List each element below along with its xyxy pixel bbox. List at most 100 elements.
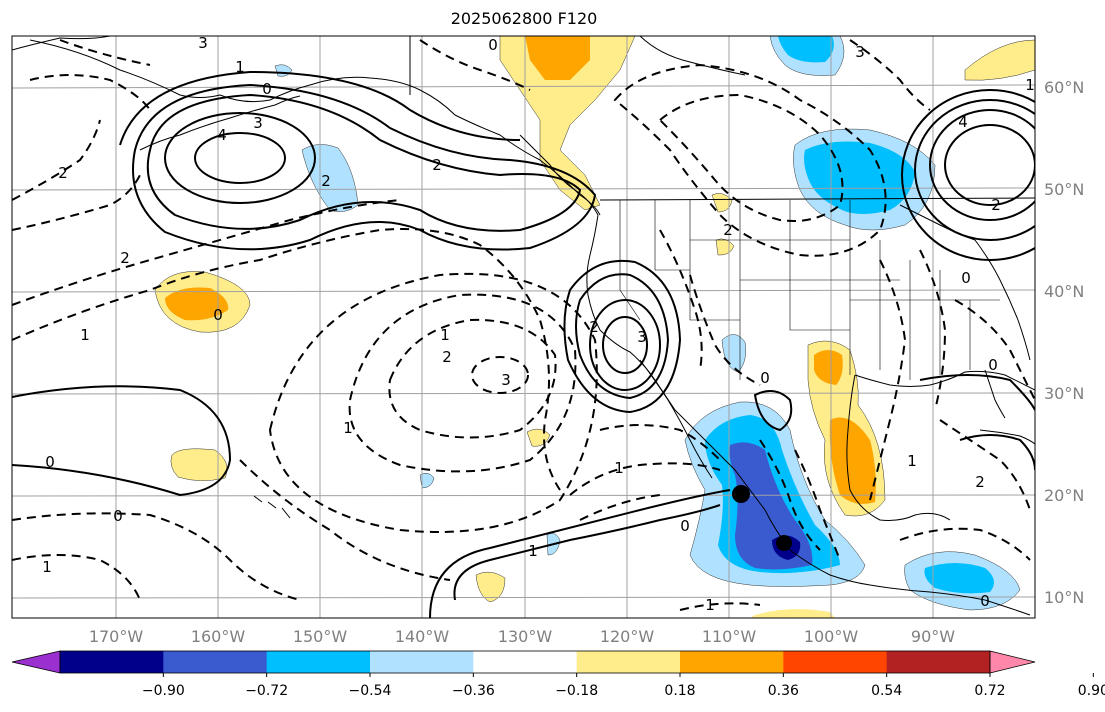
contour-label: 2 bbox=[58, 164, 68, 182]
siberia-coast bbox=[12, 36, 111, 51]
colorbar-segment bbox=[370, 651, 474, 673]
dash-east-trough-2 bbox=[919, 249, 947, 411]
contour-label: 1 bbox=[440, 326, 450, 344]
lat-label-20n: 20°N bbox=[1044, 486, 1084, 505]
lon-label-90w: 90°W bbox=[911, 627, 955, 646]
parallel-30n bbox=[12, 392, 1035, 395]
contour-label: 3 bbox=[501, 371, 511, 389]
shade-small-neg1 bbox=[419, 472, 435, 489]
contour-label: 1 bbox=[528, 542, 538, 560]
dash-low-central-0 bbox=[268, 272, 598, 533]
colorbar-tick-label: −0.72 bbox=[245, 683, 288, 699]
contour-label: 0 bbox=[213, 306, 223, 324]
dash-north-canada bbox=[849, 39, 931, 111]
contour-0-tropic bbox=[12, 385, 232, 497]
contour-label: 2 bbox=[991, 196, 1001, 214]
dash-pacific-1 bbox=[12, 228, 561, 491]
hawaii-3 bbox=[281, 507, 291, 519]
contour-label: 1 bbox=[1025, 76, 1035, 94]
contour-high-east-2 bbox=[914, 99, 1035, 241]
contour-label: 0 bbox=[680, 517, 690, 535]
contour-label: 2 bbox=[723, 221, 733, 239]
colorbar-segment bbox=[576, 651, 681, 673]
map-title: 2025062800 F120 bbox=[450, 9, 598, 28]
dash-pacific-3 bbox=[12, 174, 141, 231]
us-canada-border bbox=[599, 197, 1035, 201]
state-borders bbox=[619, 200, 1000, 380]
dash-canada-low-2 bbox=[658, 93, 844, 222]
dash-south-2 bbox=[12, 554, 141, 601]
longitude-labels: 170°W 160°W 150°W 140°W 130°W 120°W 110°… bbox=[89, 627, 955, 646]
contour-label: 1 bbox=[235, 58, 245, 76]
lat-label-10n: 10°N bbox=[1044, 588, 1084, 607]
dash-north-alaska bbox=[419, 39, 531, 91]
parallel-40n bbox=[12, 289, 1035, 293]
dash-pacific-2 bbox=[12, 199, 401, 306]
hawaii-1 bbox=[253, 495, 263, 503]
contour-0-south bbox=[429, 489, 731, 618]
lat-label-30n: 30°N bbox=[1044, 384, 1084, 403]
colorbar-extend-low bbox=[11, 650, 61, 674]
parallel-50n bbox=[12, 187, 1035, 191]
contour-0-gulf bbox=[919, 374, 1035, 411]
colorbar-tick-label: −0.90 bbox=[142, 683, 185, 699]
dash-mex-3 bbox=[579, 494, 661, 521]
dash-south-bottom bbox=[679, 602, 761, 611]
dash-low-central-3 bbox=[471, 356, 529, 394]
coastlines bbox=[12, 36, 1035, 616]
shade-north-neg2 bbox=[778, 36, 834, 63]
lon-label-130w: 130°W bbox=[498, 627, 553, 646]
dash-low-central-1 bbox=[348, 293, 577, 473]
dash-west-us bbox=[689, 274, 761, 386]
dash-canada-low bbox=[613, 63, 887, 257]
shade-alaska-orange bbox=[525, 36, 590, 80]
colorbar: −0.90 −0.72 −0.54 −0.36 −0.18 0.18 0.36 0.54 0.7… bbox=[11, 650, 1105, 699]
lon-label-100w: 100°W bbox=[804, 627, 859, 646]
shade-small-pos3 bbox=[711, 193, 733, 213]
contour-1-mexico bbox=[753, 390, 793, 432]
contour-label: 0 bbox=[45, 453, 55, 471]
parallel-20n bbox=[12, 494, 1035, 497]
shade-pacific-orange bbox=[165, 287, 229, 321]
contour-low-gulf-alaska-4 bbox=[194, 132, 286, 184]
dash-east-trough bbox=[869, 259, 907, 501]
shade-alaska-positive bbox=[499, 36, 636, 211]
mexico-east-coast bbox=[846, 374, 951, 521]
mexico-west-coast bbox=[674, 409, 871, 586]
lon-label-150w: 150°W bbox=[293, 627, 348, 646]
dash-nw-1 bbox=[29, 74, 151, 111]
colorbar-tick-label: 0.36 bbox=[768, 683, 799, 699]
contour-label: 3 bbox=[637, 328, 647, 346]
lat-label-40n: 40°N bbox=[1044, 282, 1084, 301]
colorbar-tick-label: −0.36 bbox=[452, 683, 495, 699]
colorbar-tick-label: −0.18 bbox=[555, 683, 598, 699]
dash-mex-2 bbox=[599, 424, 721, 461]
contour-label: 2 bbox=[589, 318, 599, 336]
contour-label: 0 bbox=[760, 369, 770, 387]
colorbar-tick-label: −0.54 bbox=[349, 683, 392, 699]
contour-label: 2 bbox=[442, 348, 452, 366]
contour-label: 0 bbox=[113, 507, 123, 525]
contour-label: 1 bbox=[80, 326, 90, 344]
hawaii-2 bbox=[267, 501, 277, 509]
colorbar-segment bbox=[266, 651, 371, 673]
lon-label-110w: 110°W bbox=[702, 627, 757, 646]
contour-label: 1 bbox=[614, 459, 624, 477]
colorbar-tick-label: 0.54 bbox=[871, 683, 902, 699]
lat-label-60n: 60°N bbox=[1044, 78, 1084, 97]
contour-low-gulf-alaska-1 bbox=[132, 83, 597, 251]
dash-west-us-2 bbox=[659, 229, 703, 371]
shade-hawaii-pos bbox=[170, 448, 228, 481]
contour-1-caribbean bbox=[959, 434, 1035, 471]
shade-central-am-neg2 bbox=[924, 563, 994, 594]
contour-label: 4 bbox=[958, 113, 968, 131]
dash-low-south bbox=[239, 459, 451, 581]
lon-label-170w: 170°W bbox=[89, 627, 144, 646]
contour-label: 0 bbox=[988, 356, 998, 374]
dash-east-2 bbox=[939, 419, 1031, 511]
dash-nw-2 bbox=[59, 39, 151, 66]
contour-label: 0 bbox=[980, 592, 990, 610]
lon-label-140w: 140°W bbox=[395, 627, 450, 646]
contour-label: 1 bbox=[907, 452, 917, 470]
